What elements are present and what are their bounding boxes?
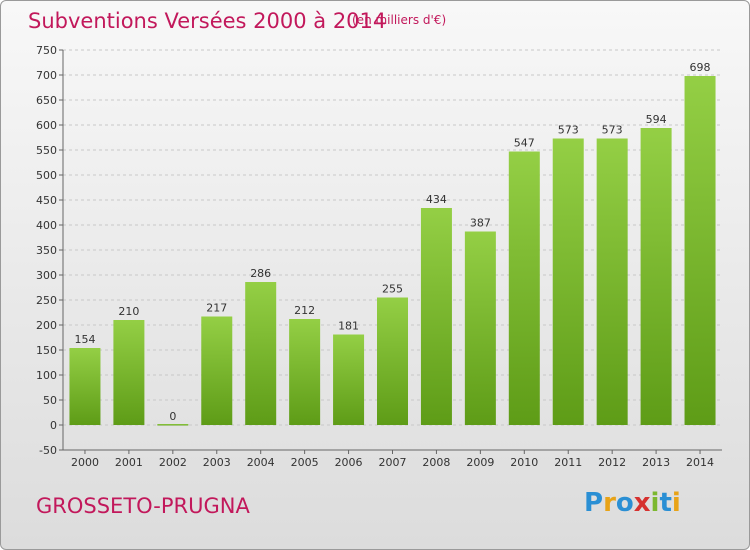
bar <box>245 282 277 425</box>
x-tick-label: 2014 <box>686 456 714 469</box>
data-label: 698 <box>690 61 711 74</box>
bar <box>640 128 672 425</box>
y-tick-label: 100 <box>36 369 57 382</box>
bar <box>684 76 716 425</box>
bar <box>201 316 233 425</box>
y-tick-label: 700 <box>36 69 57 82</box>
y-tick-label: 50 <box>43 394 57 407</box>
bar <box>596 138 628 425</box>
y-tick-label: 350 <box>36 244 57 257</box>
y-tick-label: 450 <box>36 194 57 207</box>
data-label: 181 <box>338 320 359 333</box>
data-label: 0 <box>169 410 176 423</box>
bar <box>113 320 145 425</box>
bar-layer <box>69 76 716 426</box>
bar <box>508 151 540 425</box>
data-label: 573 <box>558 124 579 137</box>
y-tick-label: 300 <box>36 269 57 282</box>
bar <box>377 297 408 425</box>
x-tick-label: 2006 <box>335 456 363 469</box>
x-tick-label: 2013 <box>642 456 670 469</box>
x-tick-label: 2001 <box>115 456 143 469</box>
bar <box>157 424 189 426</box>
y-tick-label: 200 <box>36 319 57 332</box>
data-label: 255 <box>382 283 403 296</box>
y-tick-label: 600 <box>36 119 57 132</box>
y-tick-label: 500 <box>36 169 57 182</box>
bar <box>69 348 101 425</box>
x-tick-label: 2002 <box>159 456 187 469</box>
logo-letter: x <box>633 488 651 518</box>
logo-letter: i <box>650 488 660 518</box>
chart-title: Subventions Versées 2000 à 2014 <box>28 9 387 33</box>
logo-letter: P <box>584 488 604 518</box>
y-tick-label: 750 <box>36 44 57 57</box>
y-tick-label: 150 <box>36 344 57 357</box>
logo-letter: t <box>659 488 672 518</box>
y-tick-label: 0 <box>50 419 57 432</box>
data-label: 594 <box>646 113 667 126</box>
y-tick-label: -50 <box>39 444 57 457</box>
data-label: 547 <box>514 137 535 150</box>
bar <box>420 208 452 425</box>
data-label: 210 <box>118 305 139 318</box>
data-label: 217 <box>206 302 227 315</box>
bar <box>289 319 321 425</box>
y-tick-label: 400 <box>36 219 57 232</box>
y-tick-label: 250 <box>36 294 57 307</box>
x-tick-label: 2010 <box>510 456 538 469</box>
bar <box>464 231 496 425</box>
proxiti-logo: Proxiti <box>584 488 681 518</box>
x-tick-label: 2005 <box>291 456 319 469</box>
logo-letter: r <box>603 488 616 518</box>
chart-subtitle: (en milliers d'€) <box>352 13 447 27</box>
x-tick-label: 2008 <box>422 456 450 469</box>
x-tick-label: 2004 <box>247 456 275 469</box>
axis-layer: -50 0 50 100 150 200 250 300 350 400 450 500 550 600 6… <box>36 44 722 469</box>
data-label: 387 <box>470 217 491 230</box>
x-tick-label: 2000 <box>71 456 99 469</box>
y-tick-label: 650 <box>36 94 57 107</box>
data-label: 154 <box>74 333 95 346</box>
logo-letter: i <box>671 488 681 518</box>
data-label: 434 <box>426 193 447 206</box>
grid-layer <box>63 49 722 451</box>
x-tick-label: 2012 <box>598 456 626 469</box>
logo-letter: o <box>615 488 634 518</box>
x-tick-label: 2009 <box>466 456 494 469</box>
x-tick-label: 2011 <box>554 456 582 469</box>
x-tick-label: 2003 <box>203 456 231 469</box>
y-tick-label: 550 <box>36 144 57 157</box>
bar <box>333 334 365 425</box>
data-label: 286 <box>250 267 271 280</box>
bar <box>552 138 584 425</box>
place-name: GROSSETO-PRUGNA <box>36 494 250 518</box>
data-label: 212 <box>294 304 315 317</box>
data-label: 573 <box>602 124 623 137</box>
x-tick-label: 2007 <box>379 456 407 469</box>
label-layer: 154 210 0 217 286 212 181 255 434 387 547 573 573 594… <box>74 61 710 423</box>
